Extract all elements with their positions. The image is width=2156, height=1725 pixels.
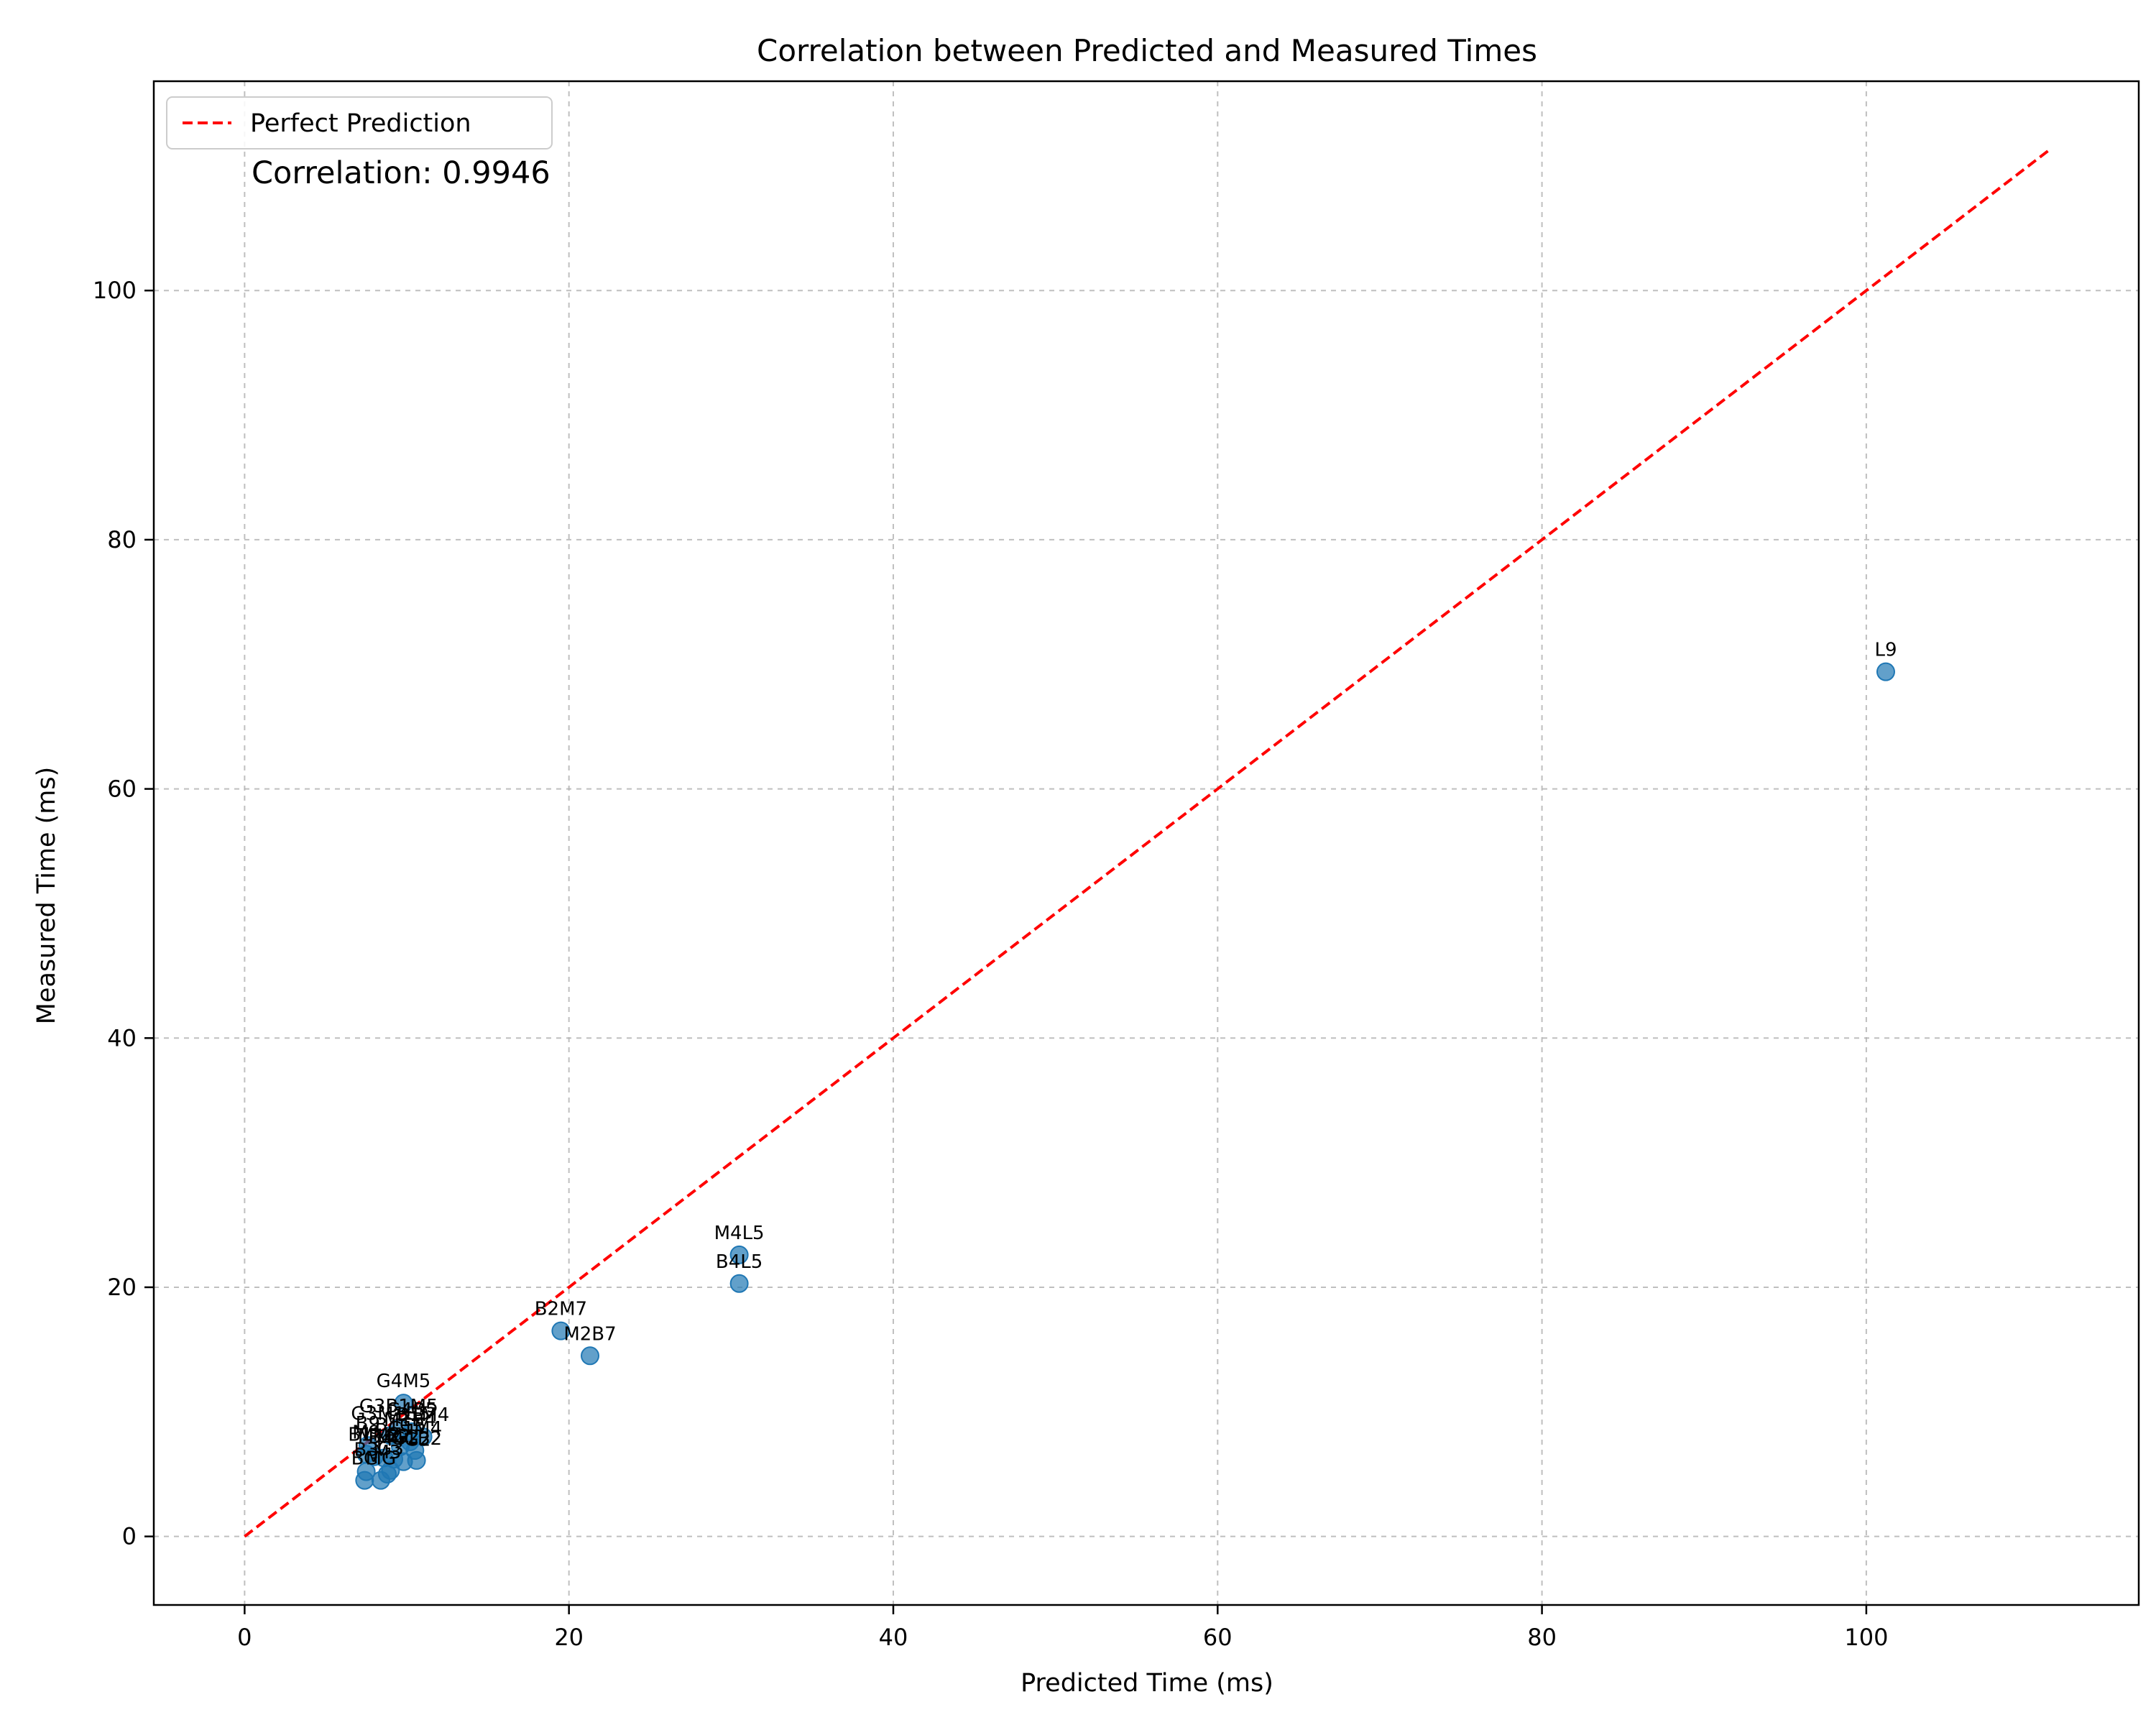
data-point: [729, 1274, 749, 1293]
point-label: M1B4: [384, 1409, 436, 1431]
x-tick-label: 20: [554, 1624, 584, 1651]
chart-title: Correlation between Predicted and Measur…: [757, 33, 1537, 68]
point-label: B4G2: [368, 1427, 419, 1448]
y-tick-label: 20: [107, 1274, 137, 1301]
point-label: M2B7: [563, 1323, 616, 1345]
point-label: L9: [1874, 640, 1897, 661]
data-point: [729, 1245, 749, 1264]
point-label: B1M2: [348, 1425, 400, 1446]
point-label: BG: [351, 1448, 379, 1470]
point-label: B3: [354, 1440, 378, 1461]
y-tick-label: 40: [107, 1024, 137, 1052]
correlation-annotation: Correlation: 0.9946: [252, 155, 550, 191]
point-label: M4L5: [714, 1223, 765, 1244]
point-label: B9: [356, 1413, 380, 1435]
data-point: [407, 1450, 426, 1470]
point-label: M3: [373, 1442, 401, 1463]
point-label: G3M1B5: [351, 1403, 430, 1425]
point-label: M4G2: [377, 1430, 431, 1451]
perfect-prediction-line: [244, 148, 2051, 1538]
data-point: [551, 1321, 571, 1340]
x-tick-label: 80: [1527, 1624, 1557, 1651]
point-label: B1G5: [374, 1414, 425, 1436]
y-tick-label: 80: [107, 526, 137, 553]
x-axis-label: Predicted Time (ms): [1021, 1669, 1273, 1698]
point-label: MG: [366, 1448, 397, 1470]
point-label: G4M5: [377, 1371, 431, 1392]
point-label: M1B2: [358, 1425, 410, 1447]
data-point: [381, 1460, 400, 1480]
point-label: M9: [352, 1422, 380, 1443]
point-label: G1M4: [387, 1418, 442, 1440]
point-label: G3: [377, 1438, 404, 1460]
y-tick-label: 0: [122, 1523, 137, 1550]
data-point: [356, 1462, 376, 1481]
legend-label: Perfect Prediction: [250, 109, 471, 138]
point-label: G1B2: [391, 1428, 442, 1450]
x-tick-label: 60: [1203, 1624, 1233, 1651]
point-label: B2M7: [535, 1299, 587, 1320]
x-tick-label: 100: [1844, 1624, 1888, 1651]
y-axis-label: Measured Time (ms): [32, 767, 61, 1025]
legend-box: [166, 96, 553, 150]
point-label: G3B1M5: [359, 1396, 438, 1417]
plot-area: L9M4L5B4L5B2M7M2B7G4M5G3B1M5G3M1B5G4B5B1…: [93, 80, 2140, 1651]
point-label: B4L5: [716, 1251, 763, 1273]
point-label: B1M4: [397, 1404, 449, 1426]
point-label: G4B5: [386, 1399, 437, 1421]
x-tick-label: 40: [879, 1624, 908, 1651]
data-point: [394, 1394, 413, 1413]
y-tick-label: 60: [107, 776, 137, 803]
x-tick-label: 0: [237, 1624, 252, 1651]
data-point: [581, 1346, 600, 1366]
data-point: [1876, 662, 1895, 681]
plot-frame: [152, 80, 2140, 1606]
y-tick-label: 100: [93, 277, 137, 304]
